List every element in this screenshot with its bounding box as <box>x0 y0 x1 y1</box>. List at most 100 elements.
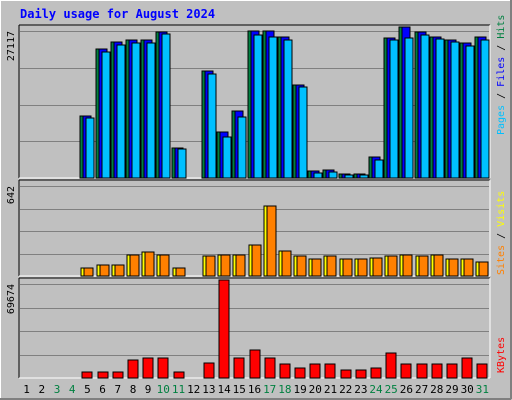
bar-pages-day-8 <box>131 42 141 179</box>
bar-kbytes-day-6 <box>97 371 109 379</box>
x-tick-label: 27 <box>415 383 428 396</box>
bar-kbytes-day-17 <box>264 357 276 379</box>
bar-pages-day-15 <box>237 116 247 179</box>
panel-max-label: 69674 <box>6 284 17 314</box>
bar-pages-day-28 <box>435 38 445 179</box>
bar-pages-day-27 <box>420 34 430 179</box>
bar-pages-day-16 <box>253 34 263 179</box>
bar-kbytes-day-21 <box>324 363 336 379</box>
bar-kbytes-day-22 <box>340 369 352 379</box>
bar-pages-day-13 <box>207 73 217 179</box>
legend-segment: KBytes <box>496 337 507 373</box>
bar-sites-day-15 <box>235 254 246 277</box>
bar-sites-day-8 <box>129 254 140 277</box>
bar-kbytes-day-19 <box>294 367 306 379</box>
chart-title: Daily usage for August 2024 <box>20 7 215 21</box>
bar-sites-day-17 <box>266 205 277 277</box>
bar-pages-day-6 <box>101 51 111 179</box>
bar-sites-day-10 <box>159 254 170 277</box>
bar-pages-day-22 <box>344 174 354 179</box>
panel-legend-label: Sites / Visits <box>496 191 507 275</box>
x-tick-label: 18 <box>278 383 291 396</box>
bar-kbytes-day-27 <box>416 363 428 379</box>
bar-sites-day-13 <box>205 255 216 277</box>
bar-pages-day-18 <box>283 39 293 179</box>
bar-kbytes-day-29 <box>446 363 458 379</box>
bar-sites-day-26 <box>402 254 413 277</box>
bar-sites-day-24 <box>372 257 383 277</box>
bar-pages-day-10 <box>161 33 171 179</box>
bar-kbytes-day-26 <box>400 363 412 379</box>
bar-kbytes-day-23 <box>355 369 367 379</box>
x-tick-label: 11 <box>172 383 185 396</box>
bar-kbytes-day-30 <box>461 357 473 379</box>
panel-middle: 642 Sites / Visits <box>6 179 507 277</box>
bar-sites-day-18 <box>281 250 292 277</box>
legend-segment: / <box>496 227 507 245</box>
legend-segment: Sites <box>496 245 507 275</box>
bar-pages-day-25 <box>389 39 399 179</box>
x-tick-label: 17 <box>263 383 276 396</box>
bar-kbytes-day-7 <box>112 371 124 379</box>
x-tick-label: 31 <box>476 383 489 396</box>
bar-sites-day-11 <box>175 267 186 277</box>
bar-sites-day-27 <box>418 255 429 277</box>
panel-legend-label: KBytes <box>496 337 507 373</box>
x-tick-label: 2 <box>38 383 45 396</box>
bar-pages-day-9 <box>146 42 156 179</box>
bar-sites-day-14 <box>220 254 231 277</box>
x-tick-label: 20 <box>309 383 322 396</box>
x-tick-label: 30 <box>461 383 474 396</box>
bar-pages-day-23 <box>359 174 369 179</box>
bar-sites-day-6 <box>99 264 110 277</box>
legend-segment: Visits <box>496 191 507 227</box>
bar-pages-day-5 <box>85 117 95 179</box>
bar-pages-day-11 <box>177 148 187 179</box>
panel-max-label: 642 <box>6 186 17 204</box>
bar-sites-day-7 <box>114 264 125 277</box>
bar-kbytes-day-24 <box>370 367 382 379</box>
x-tick-label: 28 <box>430 383 443 396</box>
legend-segment: / <box>496 39 507 57</box>
bar-kbytes-day-25 <box>385 352 397 379</box>
bar-kbytes-day-5 <box>81 371 93 379</box>
bar-kbytes-day-8 <box>127 359 139 379</box>
bar-kbytes-day-14 <box>218 279 230 379</box>
bar-pages-day-14 <box>222 136 232 179</box>
x-tick-label: 7 <box>114 383 121 396</box>
legend-segment: Pages <box>496 105 507 135</box>
bar-kbytes-day-18 <box>279 363 291 379</box>
x-tick-label: 3 <box>54 383 61 396</box>
bar-kbytes-day-31 <box>476 363 488 379</box>
bar-pages-day-21 <box>328 171 338 179</box>
panel-max-label: 27117 <box>6 31 17 61</box>
x-tick-label: 13 <box>202 383 215 396</box>
bar-kbytes-day-10 <box>157 357 169 379</box>
bar-pages-day-19 <box>298 86 308 179</box>
bar-kbytes-day-16 <box>249 349 261 379</box>
bar-pages-day-26 <box>404 37 414 179</box>
bar-sites-day-31 <box>478 261 489 277</box>
legend-segment: / <box>496 87 507 105</box>
x-tick-label: 26 <box>400 383 413 396</box>
bar-pages-day-7 <box>116 44 126 179</box>
bar-sites-day-29 <box>448 258 459 277</box>
bar-pages-day-20 <box>313 172 323 179</box>
bar-sites-day-22 <box>342 258 353 277</box>
x-tick-label: 14 <box>217 383 231 396</box>
bar-pages-day-30 <box>465 45 475 179</box>
bar-kbytes-day-20 <box>309 363 321 379</box>
x-tick-label: 25 <box>385 383 398 396</box>
x-tick-label: 16 <box>248 383 261 396</box>
x-tick-label: 9 <box>145 383 152 396</box>
panel-top: 27117 Pages / Files / Hits <box>6 15 507 179</box>
bar-kbytes-day-11 <box>173 371 185 379</box>
bar-sites-day-23 <box>357 258 368 277</box>
bar-pages-day-24 <box>374 159 384 179</box>
x-tick-label: 5 <box>84 383 91 396</box>
bar-sites-day-5 <box>83 267 94 277</box>
bar-sites-day-21 <box>326 255 337 277</box>
bar-kbytes-day-13 <box>203 362 215 379</box>
bar-pages-day-31 <box>480 39 490 179</box>
